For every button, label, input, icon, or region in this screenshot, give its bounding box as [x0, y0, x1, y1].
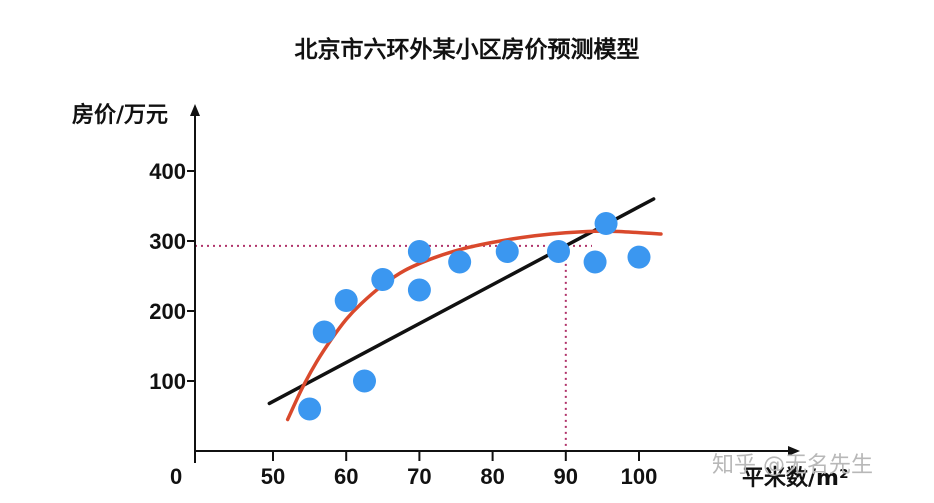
axis-ticks: 50 60 70 80 90 100 100 200 300 400	[149, 159, 657, 489]
y-axis-label: 房价/万元	[72, 102, 168, 128]
origin-label: 0	[170, 464, 182, 489]
data-point-11	[583, 250, 607, 274]
watermark: 知乎 @无名先生	[712, 453, 873, 478]
x-tick-label-70: 70	[407, 464, 431, 489]
data-point-2	[312, 320, 336, 344]
data-point-9	[495, 240, 519, 263]
x-tick-label-90: 90	[554, 464, 578, 489]
x-tick-label-80: 80	[480, 464, 504, 489]
x-axis-label: 平米数/m²	[742, 465, 849, 491]
curve-fit-line	[285, 229, 663, 422]
data-point-10	[546, 240, 570, 263]
y-axis-arrow	[190, 104, 200, 116]
data-point-8	[448, 250, 472, 274]
data-point-13	[627, 245, 651, 269]
data-point-3	[334, 289, 358, 312]
y-tick-label-200: 200	[149, 299, 186, 324]
data-points	[298, 212, 651, 421]
y-tick-label-400: 400	[149, 159, 186, 184]
chart-title: 北京市六环外某小区房价预测模型	[294, 37, 640, 63]
data-point-6	[407, 240, 431, 263]
data-point-1	[298, 397, 322, 421]
x-axis-arrow	[788, 446, 800, 456]
fit-lines	[267, 197, 663, 422]
y-tick-label-100: 100	[149, 369, 186, 394]
guide-lines	[195, 244, 592, 451]
data-point-4	[353, 369, 376, 393]
data-point-5	[371, 268, 395, 291]
x-tick-label-60: 60	[334, 464, 358, 489]
x-tick-label-100: 100	[621, 464, 658, 489]
data-point-7	[407, 278, 431, 302]
y-tick-label-300: 300	[149, 229, 186, 254]
data-point-12	[594, 212, 618, 235]
x-tick-label-50: 50	[261, 464, 285, 489]
